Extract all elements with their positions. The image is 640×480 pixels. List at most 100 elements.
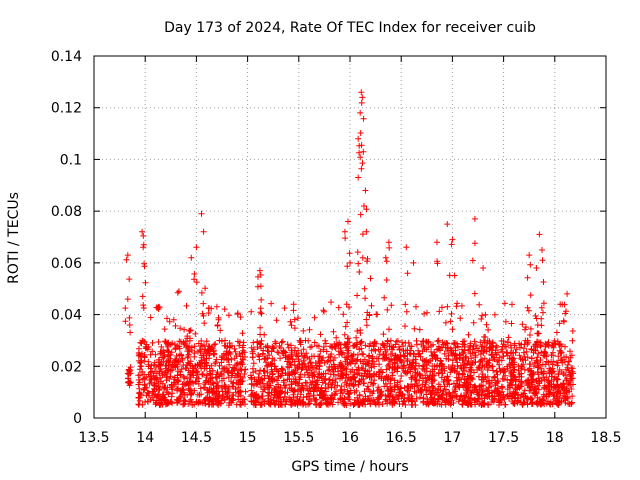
data-point	[269, 371, 276, 377]
data-point	[429, 355, 436, 362]
data-point	[253, 378, 260, 385]
data-point	[439, 339, 446, 346]
data-point	[530, 349, 537, 356]
data-point	[527, 396, 534, 403]
data-point	[297, 391, 304, 398]
data-point	[253, 402, 259, 408]
data-point	[361, 356, 368, 363]
data-point	[527, 261, 534, 268]
data-point	[467, 361, 473, 368]
data-point	[126, 276, 133, 283]
data-point	[317, 401, 324, 408]
data-point	[554, 382, 561, 389]
data-point	[480, 350, 487, 356]
data-point	[252, 368, 259, 374]
data-point	[565, 367, 572, 374]
data-point	[194, 371, 201, 378]
data-point	[430, 385, 437, 391]
data-point	[359, 399, 366, 406]
data-point	[444, 373, 451, 380]
data-point	[502, 318, 509, 325]
data-point	[535, 371, 542, 378]
data-point	[199, 371, 206, 378]
data-point	[511, 390, 518, 397]
data-point	[357, 339, 364, 346]
data-point	[339, 375, 345, 382]
data-point	[317, 348, 324, 355]
data-point	[193, 367, 199, 374]
data-point	[207, 381, 214, 388]
data-point	[139, 293, 146, 300]
data-point	[287, 318, 294, 325]
data-point	[467, 389, 474, 396]
data-point	[271, 400, 278, 407]
data-point	[423, 365, 430, 372]
data-point	[533, 265, 540, 271]
data-point	[279, 388, 286, 395]
data-point	[449, 236, 456, 243]
data-point	[404, 270, 411, 277]
data-point	[218, 371, 225, 378]
data-point	[402, 367, 409, 374]
data-point	[288, 385, 295, 392]
data-point	[366, 343, 373, 350]
data-point	[514, 384, 521, 391]
data-point	[123, 256, 130, 263]
data-point	[511, 342, 518, 349]
data-point	[282, 370, 289, 376]
data-point	[279, 366, 286, 373]
data-point	[302, 401, 309, 408]
data-point	[505, 334, 512, 341]
data-point	[280, 379, 287, 386]
data-point	[524, 354, 531, 361]
data-point	[515, 398, 522, 405]
data-point	[488, 383, 494, 390]
data-point	[234, 360, 241, 367]
data-point	[384, 306, 391, 313]
data-point	[248, 381, 255, 388]
data-point	[277, 355, 284, 362]
data-point	[425, 401, 432, 408]
data-point	[458, 392, 465, 399]
data-point	[186, 387, 193, 394]
data-point	[461, 367, 468, 374]
data-point	[213, 371, 220, 378]
data-point	[344, 360, 351, 366]
x-tick-label: 18.5	[590, 430, 621, 446]
data-point	[297, 400, 304, 407]
data-point	[206, 394, 213, 401]
data-point	[367, 340, 374, 347]
data-point	[534, 401, 541, 408]
data-point	[418, 341, 425, 348]
data-point	[140, 302, 147, 309]
data-point	[156, 401, 163, 408]
data-point	[428, 343, 435, 349]
data-point	[408, 364, 415, 371]
data-point	[313, 396, 320, 403]
data-point	[569, 368, 576, 375]
data-point	[536, 231, 543, 238]
data-point	[470, 319, 477, 326]
data-point	[248, 391, 255, 398]
data-point	[564, 387, 570, 394]
data-point	[434, 346, 440, 353]
x-tick-label: 17.5	[488, 430, 519, 446]
data-point	[125, 371, 132, 378]
data-point	[566, 371, 573, 378]
data-point	[345, 335, 352, 342]
data-point	[508, 320, 515, 327]
data-point	[549, 341, 556, 348]
data-point	[550, 381, 557, 388]
data-point	[209, 374, 216, 381]
data-point	[193, 244, 200, 251]
data-point	[421, 310, 428, 317]
data-point	[248, 308, 255, 315]
data-point	[256, 267, 263, 274]
data-point	[220, 350, 227, 357]
data-point	[566, 358, 572, 365]
data-point	[527, 371, 534, 378]
data-point	[192, 362, 199, 369]
data-point	[250, 339, 257, 346]
data-point	[357, 109, 364, 116]
data-point	[317, 387, 324, 394]
